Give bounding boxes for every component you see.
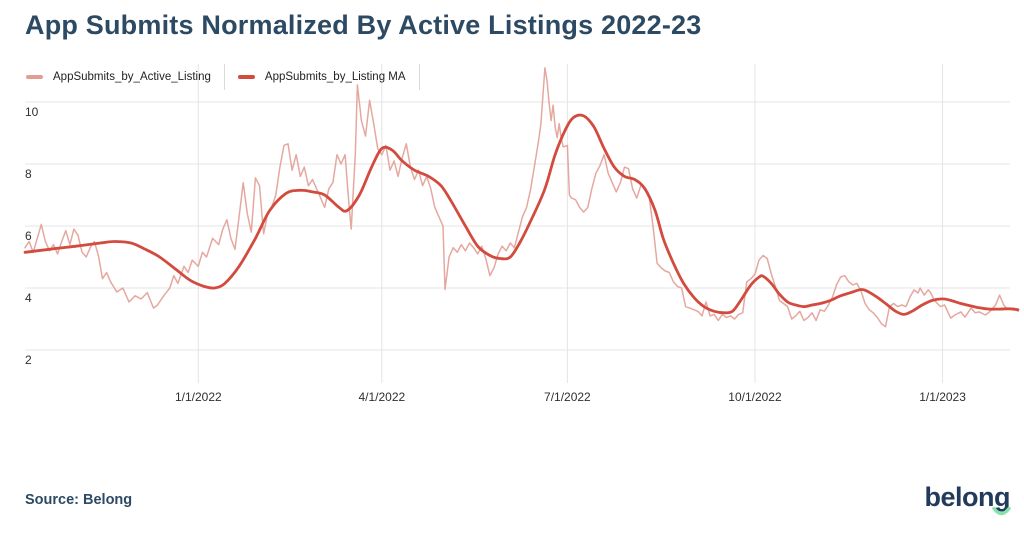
x-axis-tick-label: 1/1/2022 <box>175 390 222 404</box>
y-axis-tick-label: 8 <box>25 167 32 181</box>
legend-item-ma-series[interactable]: AppSubmits_by_Listing MA <box>264 71 406 83</box>
y-axis-tick-label: 4 <box>25 291 32 305</box>
legend-item-raw-series[interactable]: AppSubmits_by_Active_Listing <box>53 71 211 83</box>
y-axis-tick-label: 10 <box>25 105 39 119</box>
belong-logo-text: belong <box>924 482 1011 512</box>
belong-logo-smile-icon <box>992 506 1011 516</box>
legend-divider <box>418 64 420 90</box>
x-axis-tick-label: 1/1/2023 <box>919 390 966 404</box>
series-line-ma <box>23 113 1020 316</box>
chart-legend: AppSubmits_by_Active_Listing AppSubmits_… <box>26 64 423 90</box>
source-note: Source: Belong <box>25 492 133 508</box>
x-axis-tick-label: 7/1/2022 <box>544 390 591 404</box>
legend-divider <box>223 64 225 90</box>
x-axis-tick-label: 10/1/2022 <box>728 390 782 404</box>
x-axis-tick-label: 4/1/2022 <box>358 390 405 404</box>
y-axis-tick-label: 2 <box>25 353 32 367</box>
y-axis-tick-label: 6 <box>25 229 32 243</box>
legend-dash-raw-series <box>26 75 43 79</box>
legend-dash-ma-series <box>237 75 255 79</box>
belong-logo: belong <box>924 482 1011 516</box>
page-title: App Submits Normalized By Active Listing… <box>25 10 702 40</box>
series-line-raw <box>24 67 1019 328</box>
